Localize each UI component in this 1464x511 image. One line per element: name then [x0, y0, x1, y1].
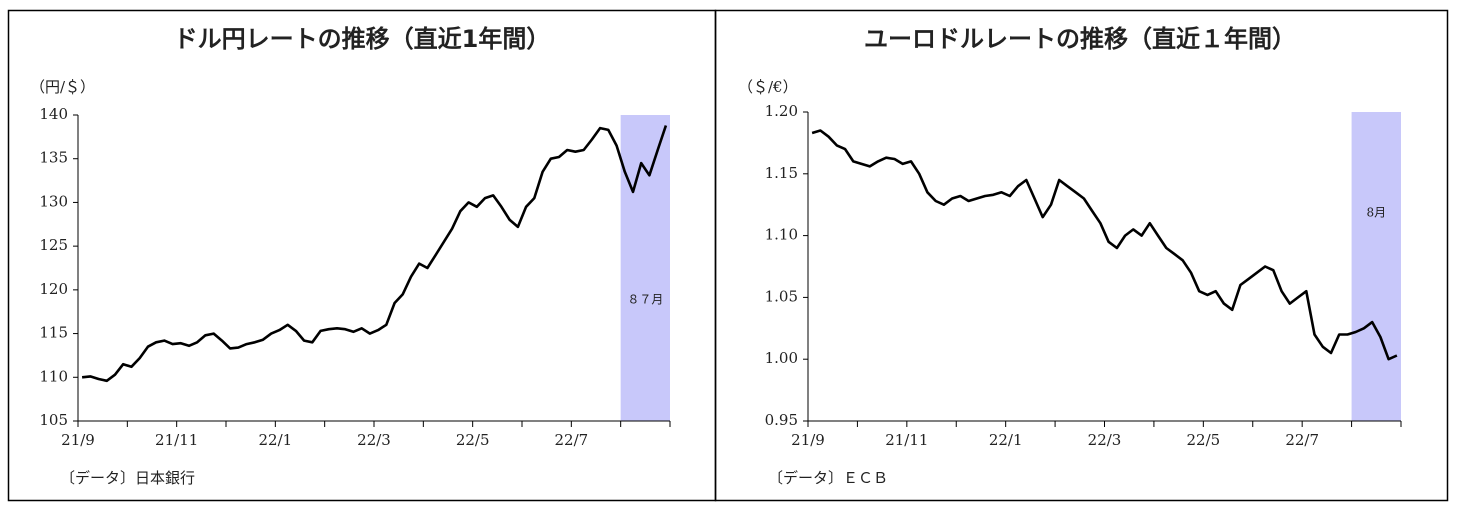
panel-border [714, 9, 1449, 502]
y-tick-label: 105 [39, 411, 68, 429]
highlight-label: 8月 [1366, 206, 1386, 220]
y-axis-unit: （円/＄） [30, 78, 95, 96]
y-tick-label: 140 [39, 105, 68, 123]
x-tick-label: 22/3 [357, 431, 391, 449]
y-tick-label: 1.15 [765, 164, 798, 182]
y-tick-label: 115 [39, 324, 68, 342]
y-tick-label: 1.10 [765, 226, 798, 244]
y-tick-label: 125 [39, 236, 68, 254]
y-axis-unit: （＄/€） [738, 78, 798, 96]
chart-title: ユーロドルレートの推移（直近１年間） [864, 25, 1296, 53]
y-tick-label: 1.05 [765, 287, 798, 305]
x-tick-label: 21/11 [155, 431, 198, 449]
y-tick-label: 120 [39, 280, 68, 298]
panel-border [7, 9, 717, 502]
x-tick-label: 22/7 [1285, 431, 1319, 449]
x-tick-label: 22/7 [554, 431, 588, 449]
x-tick-label: 22/1 [989, 431, 1023, 449]
x-tick-label: 21/11 [885, 431, 928, 449]
y-tick-label: 110 [39, 367, 68, 385]
source-note: 〔データ〕ＥＣＢ [768, 469, 888, 487]
source-note: 〔データ〕日本銀行 [60, 469, 195, 487]
y-tick-label: 0.95 [765, 411, 798, 429]
x-tick-label: 22/1 [258, 431, 292, 449]
x-tick-label: 22/3 [1088, 431, 1122, 449]
highlight-band [1351, 112, 1401, 421]
line-series [81, 125, 668, 383]
chart-title: ドル円レートの推移（直近1年間） [174, 25, 551, 53]
x-tick-label: 22/5 [1186, 431, 1220, 449]
y-tick-label: 130 [39, 192, 68, 210]
highlight-label: ８７月 [627, 293, 663, 307]
highlight-band [620, 115, 670, 421]
y-tick-label: 1.00 [765, 349, 798, 367]
x-tick-label: 21/9 [61, 431, 95, 449]
x-tick-label: 21/9 [791, 431, 825, 449]
y-tick-label: 135 [39, 149, 68, 167]
y-tick-label: 1.20 [765, 102, 798, 120]
x-tick-label: 22/5 [456, 431, 490, 449]
line-series [811, 129, 1398, 361]
